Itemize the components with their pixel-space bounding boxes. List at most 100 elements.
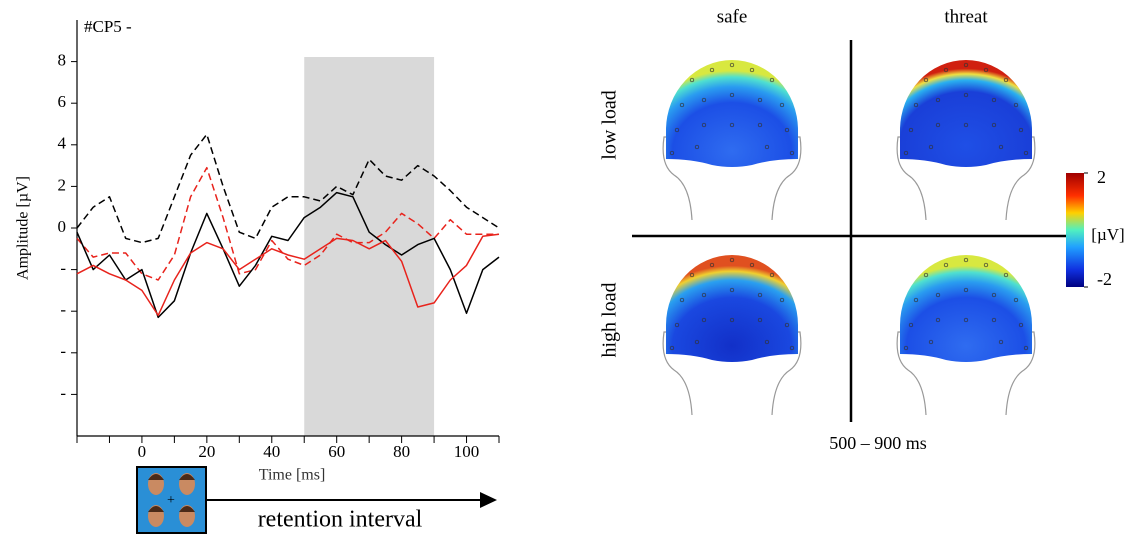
scalp-map	[666, 255, 798, 362]
electrode	[1013, 102, 1019, 108]
colorbar-label: [µV]	[1091, 225, 1124, 244]
electrode	[784, 127, 790, 133]
topomap-panel: [µV] 500 – 900 ms safe threat low load high…	[599, 6, 1125, 453]
electrode	[935, 292, 941, 298]
electrode	[1013, 297, 1019, 303]
electrode	[764, 144, 770, 150]
head-outline	[662, 136, 802, 221]
y-tick-label: -	[60, 300, 66, 319]
topomap	[662, 255, 802, 416]
y-tick-label: 4	[58, 134, 67, 153]
electrode	[1003, 77, 1009, 83]
y-tick-label: 8	[58, 51, 67, 70]
electrode	[757, 97, 763, 103]
electrode	[694, 144, 700, 150]
erp-line	[76, 233, 500, 317]
head-outline	[662, 331, 802, 416]
erp-line	[76, 166, 499, 281]
x-tick-label: 100	[454, 442, 480, 461]
electrode	[908, 322, 914, 328]
x-tick-label: 0	[138, 442, 147, 461]
electrode	[991, 97, 997, 103]
electrode	[757, 122, 763, 128]
channel-label: #CP5 -	[84, 17, 132, 36]
svg-text:+: +	[167, 493, 175, 508]
row-title: high load	[599, 283, 621, 358]
electrode	[669, 345, 675, 351]
electrode	[674, 127, 680, 133]
topomap	[896, 60, 1036, 221]
caption: 500 – 900 ms	[829, 433, 927, 453]
electrode	[701, 292, 707, 298]
y-tick-label: 6	[58, 92, 67, 111]
y-tick-label: -	[60, 259, 66, 278]
x-tick-label: 40	[263, 442, 280, 461]
electrode	[963, 62, 969, 68]
electrode	[674, 322, 680, 328]
electrode	[1018, 127, 1024, 133]
electrode	[991, 317, 997, 323]
electrode	[729, 62, 735, 68]
electrode	[709, 262, 715, 268]
electrode	[1023, 150, 1029, 156]
y-tick-label: 2	[58, 175, 67, 194]
electrode	[913, 297, 919, 303]
electrode	[935, 122, 941, 128]
electrode	[998, 144, 1004, 150]
erp-line	[76, 133, 500, 244]
x-axis-label: Time [ms]	[259, 467, 326, 484]
y-tick-label: -	[60, 342, 66, 361]
electrode	[963, 317, 969, 323]
electrode	[1018, 322, 1024, 328]
electrode	[963, 287, 969, 293]
electrode	[784, 322, 790, 328]
electrode	[764, 339, 770, 345]
electrode	[923, 77, 929, 83]
x-tick-label: 60	[328, 442, 345, 461]
electrode	[669, 150, 675, 156]
electrode	[729, 92, 735, 98]
electrode	[679, 102, 685, 108]
column-title: safe	[717, 6, 748, 27]
colorbar-tick-label: 2	[1097, 167, 1106, 187]
topomap	[896, 255, 1036, 416]
electrode	[943, 262, 949, 268]
erp-plot: #CP5 - Amplitude [µV] Time [ms] retentio…	[15, 17, 500, 534]
column-title: threat	[944, 6, 988, 27]
electrode	[983, 262, 989, 268]
electrode	[928, 339, 934, 345]
electrode	[913, 102, 919, 108]
scalp-map	[900, 255, 1032, 362]
electrode	[963, 257, 969, 263]
electrode	[903, 345, 909, 351]
electrode	[1003, 272, 1009, 278]
arrow-head	[480, 492, 497, 508]
electrode	[701, 122, 707, 128]
scalp-map	[900, 60, 1032, 167]
head-outline	[896, 331, 1036, 416]
topomap	[662, 60, 802, 221]
electrode	[998, 339, 1004, 345]
electrode	[991, 122, 997, 128]
electrode	[963, 92, 969, 98]
electrode	[749, 67, 755, 73]
electrode	[694, 339, 700, 345]
erp-line	[76, 191, 500, 319]
electrode	[701, 97, 707, 103]
electrode	[928, 144, 934, 150]
electrode	[689, 272, 695, 278]
x-tick-label: 20	[198, 442, 215, 461]
head-outline	[896, 136, 1036, 221]
electrode	[923, 272, 929, 278]
scalp-map	[666, 60, 798, 167]
electrode	[729, 257, 735, 263]
electrode	[963, 122, 969, 128]
electrode	[729, 287, 735, 293]
electrode	[789, 150, 795, 156]
row-title: low load	[599, 90, 621, 159]
stimulus-icon	[136, 466, 207, 534]
electrode	[757, 292, 763, 298]
electrode	[701, 317, 707, 323]
electrode	[935, 97, 941, 103]
